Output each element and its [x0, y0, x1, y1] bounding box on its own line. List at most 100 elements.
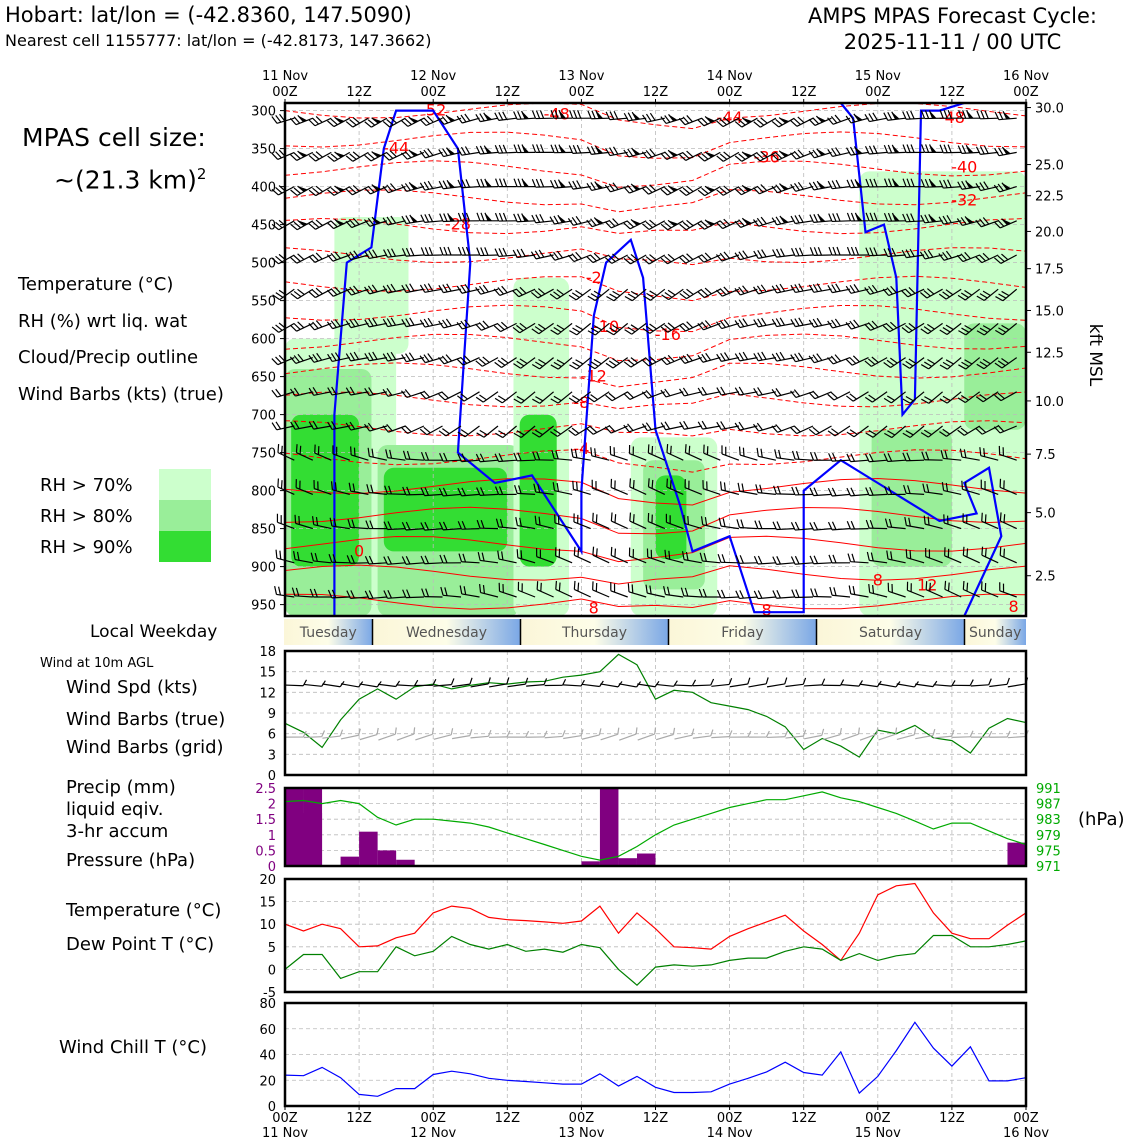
wind-barb — [661, 288, 684, 301]
wind-barb-staff — [554, 522, 573, 530]
wind-barb-feather — [753, 423, 760, 432]
wind-barb-feather — [905, 249, 911, 258]
wind-barb-feather — [475, 114, 481, 122]
wind-barb-feather — [834, 318, 841, 327]
wind-barb-grid — [637, 727, 657, 741]
wind-barb-staff — [322, 735, 341, 739]
pressure-tick-label: 800 — [251, 485, 276, 500]
wind-barb — [883, 212, 906, 222]
wind-barb-feather — [771, 153, 779, 161]
wind-barb-staff — [609, 151, 628, 157]
wind-barb-feather — [593, 358, 602, 365]
wind-barb-feather — [506, 677, 510, 685]
wind-barb-staff — [637, 683, 656, 688]
wind-barb-feather — [739, 555, 744, 564]
wind-barb-feather — [647, 478, 650, 487]
wind-barb — [998, 445, 1017, 461]
wind-barb-feather — [368, 318, 374, 327]
wind-barb-feather — [345, 320, 352, 328]
wind-barb — [364, 117, 388, 128]
pressure-tick-label: 600 — [251, 333, 276, 348]
wind-barb-staff — [351, 454, 369, 461]
wind-barb-staff — [536, 523, 554, 530]
wind-barb — [457, 246, 480, 256]
wind-barb-feather — [667, 322, 675, 329]
wind-barb — [962, 513, 980, 530]
wind-barb-feather — [817, 247, 823, 256]
wind-barb-feather — [330, 153, 339, 160]
wind-barb — [753, 590, 776, 600]
wind-barb-feather — [993, 184, 1000, 193]
wind-barb — [959, 448, 980, 461]
wind-barb-feather — [476, 212, 481, 222]
wind-barb-feather — [980, 479, 982, 489]
wind-barb-staff — [925, 556, 943, 564]
wind-barb-feather — [961, 327, 970, 333]
wind-barb-staff — [387, 220, 406, 226]
wind-barb-staff — [869, 591, 888, 598]
wind-barb-staff — [831, 220, 851, 223]
wind-barb — [457, 425, 480, 438]
wind-barb — [438, 147, 462, 158]
wind-barb-feather — [365, 520, 370, 529]
wind-barb — [716, 319, 740, 330]
wind-barb-feather — [479, 394, 487, 401]
wind-barb-feather — [401, 354, 407, 362]
wind-barb-feather — [456, 115, 463, 124]
wind-barb — [531, 178, 554, 188]
wind-barb-feather — [475, 323, 482, 331]
wind-barb-feather — [964, 290, 973, 296]
wind-barb-feather — [549, 293, 558, 300]
wind-barb-staff — [295, 391, 313, 397]
wind-barb-feather — [919, 251, 926, 260]
wind-barb-feather — [314, 552, 318, 562]
wind-barb-feather — [719, 153, 728, 160]
wind-barb-staff — [952, 736, 971, 738]
wind-barb — [866, 551, 888, 564]
wind-barb-feather — [376, 727, 379, 735]
wind-barb — [680, 587, 702, 598]
pressure-tick-label: 979 — [1036, 829, 1061, 844]
wind-barb-feather — [389, 449, 393, 459]
rh-legend-swatches — [159, 469, 211, 562]
wind-barb-feather — [275, 324, 283, 331]
wind-barb-staff — [739, 526, 758, 530]
wind-barb-feather — [539, 178, 545, 188]
wind-barb-feather — [499, 518, 504, 528]
wind-barb-feather — [445, 114, 453, 122]
wind-barb-feather — [943, 514, 945, 523]
wind-barb-staff — [928, 391, 943, 404]
wind-barb — [848, 585, 869, 598]
wind-barb-feather — [624, 329, 633, 335]
wind-barb — [962, 546, 980, 564]
wind-barb-feather — [538, 516, 541, 526]
wind-barb-staff — [794, 254, 814, 257]
wind-barb-feather — [590, 361, 599, 367]
wind-barb-staff — [970, 684, 989, 687]
wind-barb-feather — [927, 516, 930, 526]
wind-barb — [513, 110, 536, 120]
wind-barb-feather — [315, 219, 323, 226]
wind-barb-staff — [647, 151, 665, 159]
wind-barb-feather — [941, 482, 945, 491]
wind-barb-staff — [721, 254, 740, 262]
wind-barb — [573, 513, 591, 530]
wind-barb-feather — [832, 452, 837, 462]
wind-barb-staff — [980, 117, 999, 120]
height-tick-label: 2.5 — [1035, 570, 1056, 585]
precip-bar — [285, 788, 304, 866]
wind-barb — [642, 254, 666, 265]
wind-barb-feather — [419, 118, 427, 126]
wind-barb-feather — [364, 250, 370, 259]
wind-barb-feather — [902, 363, 910, 369]
wind-barb-staff — [332, 322, 350, 330]
wind-barb — [715, 251, 740, 262]
wind-barb-staff — [461, 288, 480, 294]
wind-barb-feather — [349, 119, 357, 126]
wind-barb-feather — [390, 215, 397, 224]
wind-barb-feather — [701, 117, 709, 125]
wind-barb — [456, 146, 480, 156]
wind-barb-staff — [692, 684, 711, 687]
wind-barb — [962, 580, 980, 598]
wind-barb-feather — [553, 395, 562, 402]
